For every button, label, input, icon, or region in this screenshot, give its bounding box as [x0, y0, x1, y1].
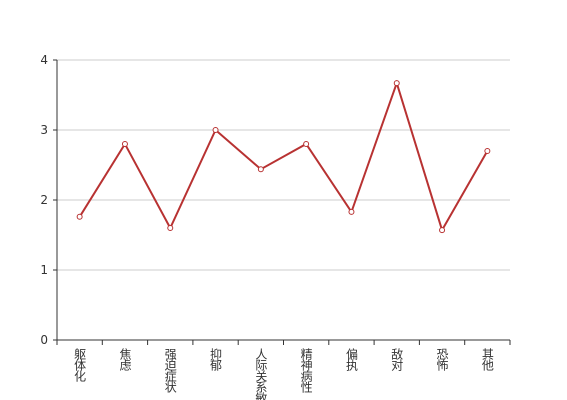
x-tick-label: 强迫症状: [163, 348, 177, 393]
point: [76, 213, 83, 220]
point: [212, 127, 219, 133]
y-tick-label: 2: [40, 193, 48, 207]
x-tick-label: 其他: [480, 348, 494, 371]
x-tick-label: 抑郁: [209, 347, 223, 372]
point: [121, 141, 128, 147]
point: [167, 225, 174, 231]
point: [303, 141, 310, 147]
x-tick-label: 敌对: [390, 347, 404, 371]
x-tick-label: 人际关系敏感: [254, 348, 268, 400]
point: [484, 148, 491, 154]
point: [393, 80, 400, 87]
x-tick-label: 偏执: [344, 347, 358, 372]
y-tick-label: 3: [40, 123, 48, 137]
y-tick-label: 4: [40, 53, 48, 67]
point: [348, 208, 355, 215]
x-tick-label: 恐怖: [435, 348, 449, 371]
point: [439, 227, 446, 234]
x-tick-label: 躯体化: [73, 347, 87, 383]
point: [257, 166, 264, 173]
y-tick-label: 0: [40, 333, 48, 347]
x-tick-label: 焦虑: [118, 348, 132, 371]
x-tick-label: 精神病性: [299, 348, 313, 394]
y-tick-label: 1: [40, 263, 48, 277]
line: [78, 79, 489, 233]
